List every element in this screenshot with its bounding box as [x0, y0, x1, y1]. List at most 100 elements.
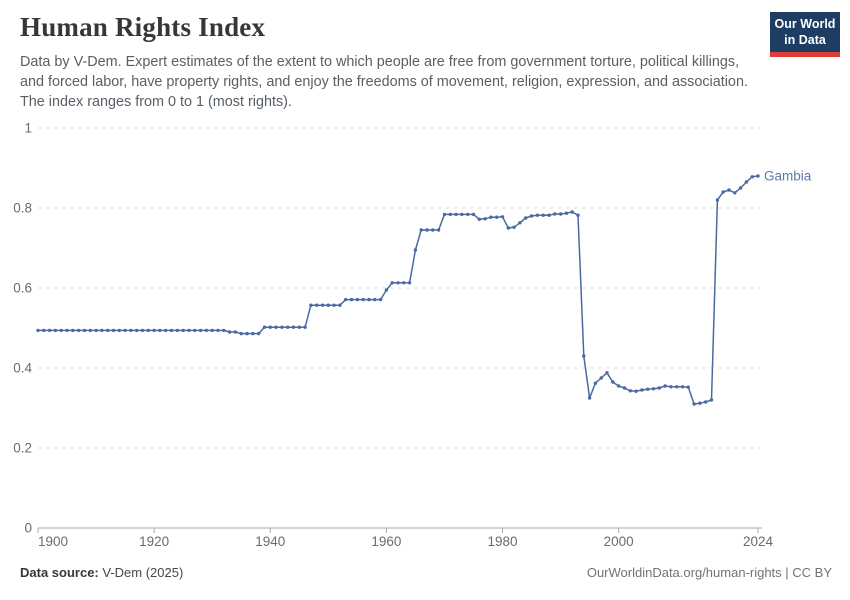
data-point[interactable]	[733, 191, 737, 195]
data-point[interactable]	[750, 175, 754, 179]
data-point[interactable]	[448, 212, 452, 217]
data-point[interactable]	[686, 385, 690, 389]
data-point[interactable]	[756, 174, 760, 178]
gambia-line[interactable]	[38, 175, 759, 405]
data-point[interactable]	[210, 328, 214, 333]
data-point[interactable]	[541, 213, 545, 217]
data-point[interactable]	[169, 328, 174, 333]
data-point[interactable]	[71, 328, 75, 333]
data-point[interactable]	[88, 328, 93, 333]
data-point[interactable]	[564, 211, 569, 215]
data-point[interactable]	[274, 325, 278, 329]
data-point[interactable]	[320, 303, 325, 307]
data-point[interactable]	[280, 325, 284, 329]
data-point[interactable]	[378, 297, 383, 302]
data-point[interactable]	[611, 380, 615, 384]
data-point[interactable]	[407, 281, 412, 285]
data-point[interactable]	[326, 303, 330, 307]
data-point[interactable]	[582, 354, 586, 358]
data-point[interactable]	[42, 328, 46, 333]
data-point[interactable]	[315, 303, 319, 307]
data-point[interactable]	[82, 328, 87, 333]
data-point[interactable]	[187, 328, 191, 333]
data-point[interactable]	[268, 325, 272, 329]
data-point[interactable]	[512, 225, 516, 229]
data-point[interactable]	[634, 389, 638, 393]
data-point[interactable]	[344, 297, 348, 302]
data-point[interactable]	[628, 389, 632, 393]
data-point[interactable]	[495, 215, 499, 219]
data-point[interactable]	[129, 328, 133, 333]
footer-attribution-link[interactable]: OurWorldinData.org/human-rights | CC BY	[586, 565, 832, 580]
data-point[interactable]	[442, 212, 447, 217]
data-point[interactable]	[704, 400, 708, 404]
data-point[interactable]	[413, 248, 418, 252]
data-point[interactable]	[506, 226, 510, 230]
data-point[interactable]	[692, 402, 696, 406]
data-point[interactable]	[135, 328, 139, 333]
data-point[interactable]	[576, 213, 580, 217]
data-point[interactable]	[198, 328, 203, 333]
line-chart[interactable]: 0 0.2 0.4 0.6 0.8 1 1900 1920 1940 1960 1980 2000 20…	[0, 108, 850, 560]
data-point[interactable]	[59, 328, 63, 333]
data-point[interactable]	[535, 213, 540, 217]
data-point[interactable]	[251, 331, 255, 336]
data-point[interactable]	[657, 386, 661, 390]
data-point[interactable]	[152, 328, 156, 333]
data-point[interactable]	[489, 215, 493, 219]
data-point[interactable]	[53, 328, 58, 333]
data-point[interactable]	[744, 180, 749, 184]
data-point[interactable]	[286, 325, 290, 329]
data-point[interactable]	[332, 303, 336, 307]
data-point[interactable]	[367, 297, 371, 302]
data-point[interactable]	[431, 228, 435, 232]
data-point[interactable]	[65, 328, 69, 333]
data-point[interactable]	[373, 297, 377, 302]
data-point[interactable]	[349, 297, 354, 302]
owid-logo[interactable]: Our World in Data	[770, 12, 840, 58]
data-point[interactable]	[599, 376, 603, 380]
data-point[interactable]	[518, 221, 522, 225]
data-point[interactable]	[721, 190, 725, 194]
data-point[interactable]	[622, 386, 627, 390]
data-point[interactable]	[123, 328, 127, 333]
data-point[interactable]	[164, 328, 168, 333]
data-point[interactable]	[483, 217, 487, 221]
data-point[interactable]	[425, 228, 429, 232]
data-point[interactable]	[680, 385, 685, 389]
data-point[interactable]	[553, 212, 557, 216]
data-point[interactable]	[616, 384, 621, 388]
data-point[interactable]	[698, 401, 702, 405]
data-point[interactable]	[256, 331, 261, 336]
data-point[interactable]	[471, 212, 476, 217]
data-point[interactable]	[605, 371, 609, 375]
data-point[interactable]	[36, 328, 40, 333]
data-point[interactable]	[233, 330, 238, 334]
data-point[interactable]	[262, 325, 267, 329]
data-point[interactable]	[175, 328, 180, 333]
data-point[interactable]	[558, 212, 563, 216]
data-point[interactable]	[100, 328, 104, 333]
data-point[interactable]	[640, 388, 644, 392]
data-point[interactable]	[216, 328, 220, 333]
data-point[interactable]	[158, 328, 162, 333]
entity-label-gambia[interactable]: Gambia	[764, 169, 812, 184]
data-point[interactable]	[738, 186, 743, 190]
data-point[interactable]	[402, 281, 406, 285]
data-point[interactable]	[587, 396, 592, 400]
data-point[interactable]	[547, 213, 551, 217]
data-point[interactable]	[227, 330, 232, 334]
data-point[interactable]	[309, 303, 313, 307]
data-point[interactable]	[715, 198, 720, 202]
data-point[interactable]	[524, 216, 528, 220]
data-point[interactable]	[193, 328, 197, 333]
data-point[interactable]	[500, 215, 505, 219]
data-point[interactable]	[709, 398, 714, 402]
data-point[interactable]	[76, 328, 81, 333]
data-point[interactable]	[361, 297, 365, 302]
data-point[interactable]	[454, 212, 458, 217]
data-point[interactable]	[291, 325, 296, 329]
data-point[interactable]	[436, 228, 441, 232]
data-point[interactable]	[675, 385, 679, 389]
data-point[interactable]	[355, 297, 360, 302]
